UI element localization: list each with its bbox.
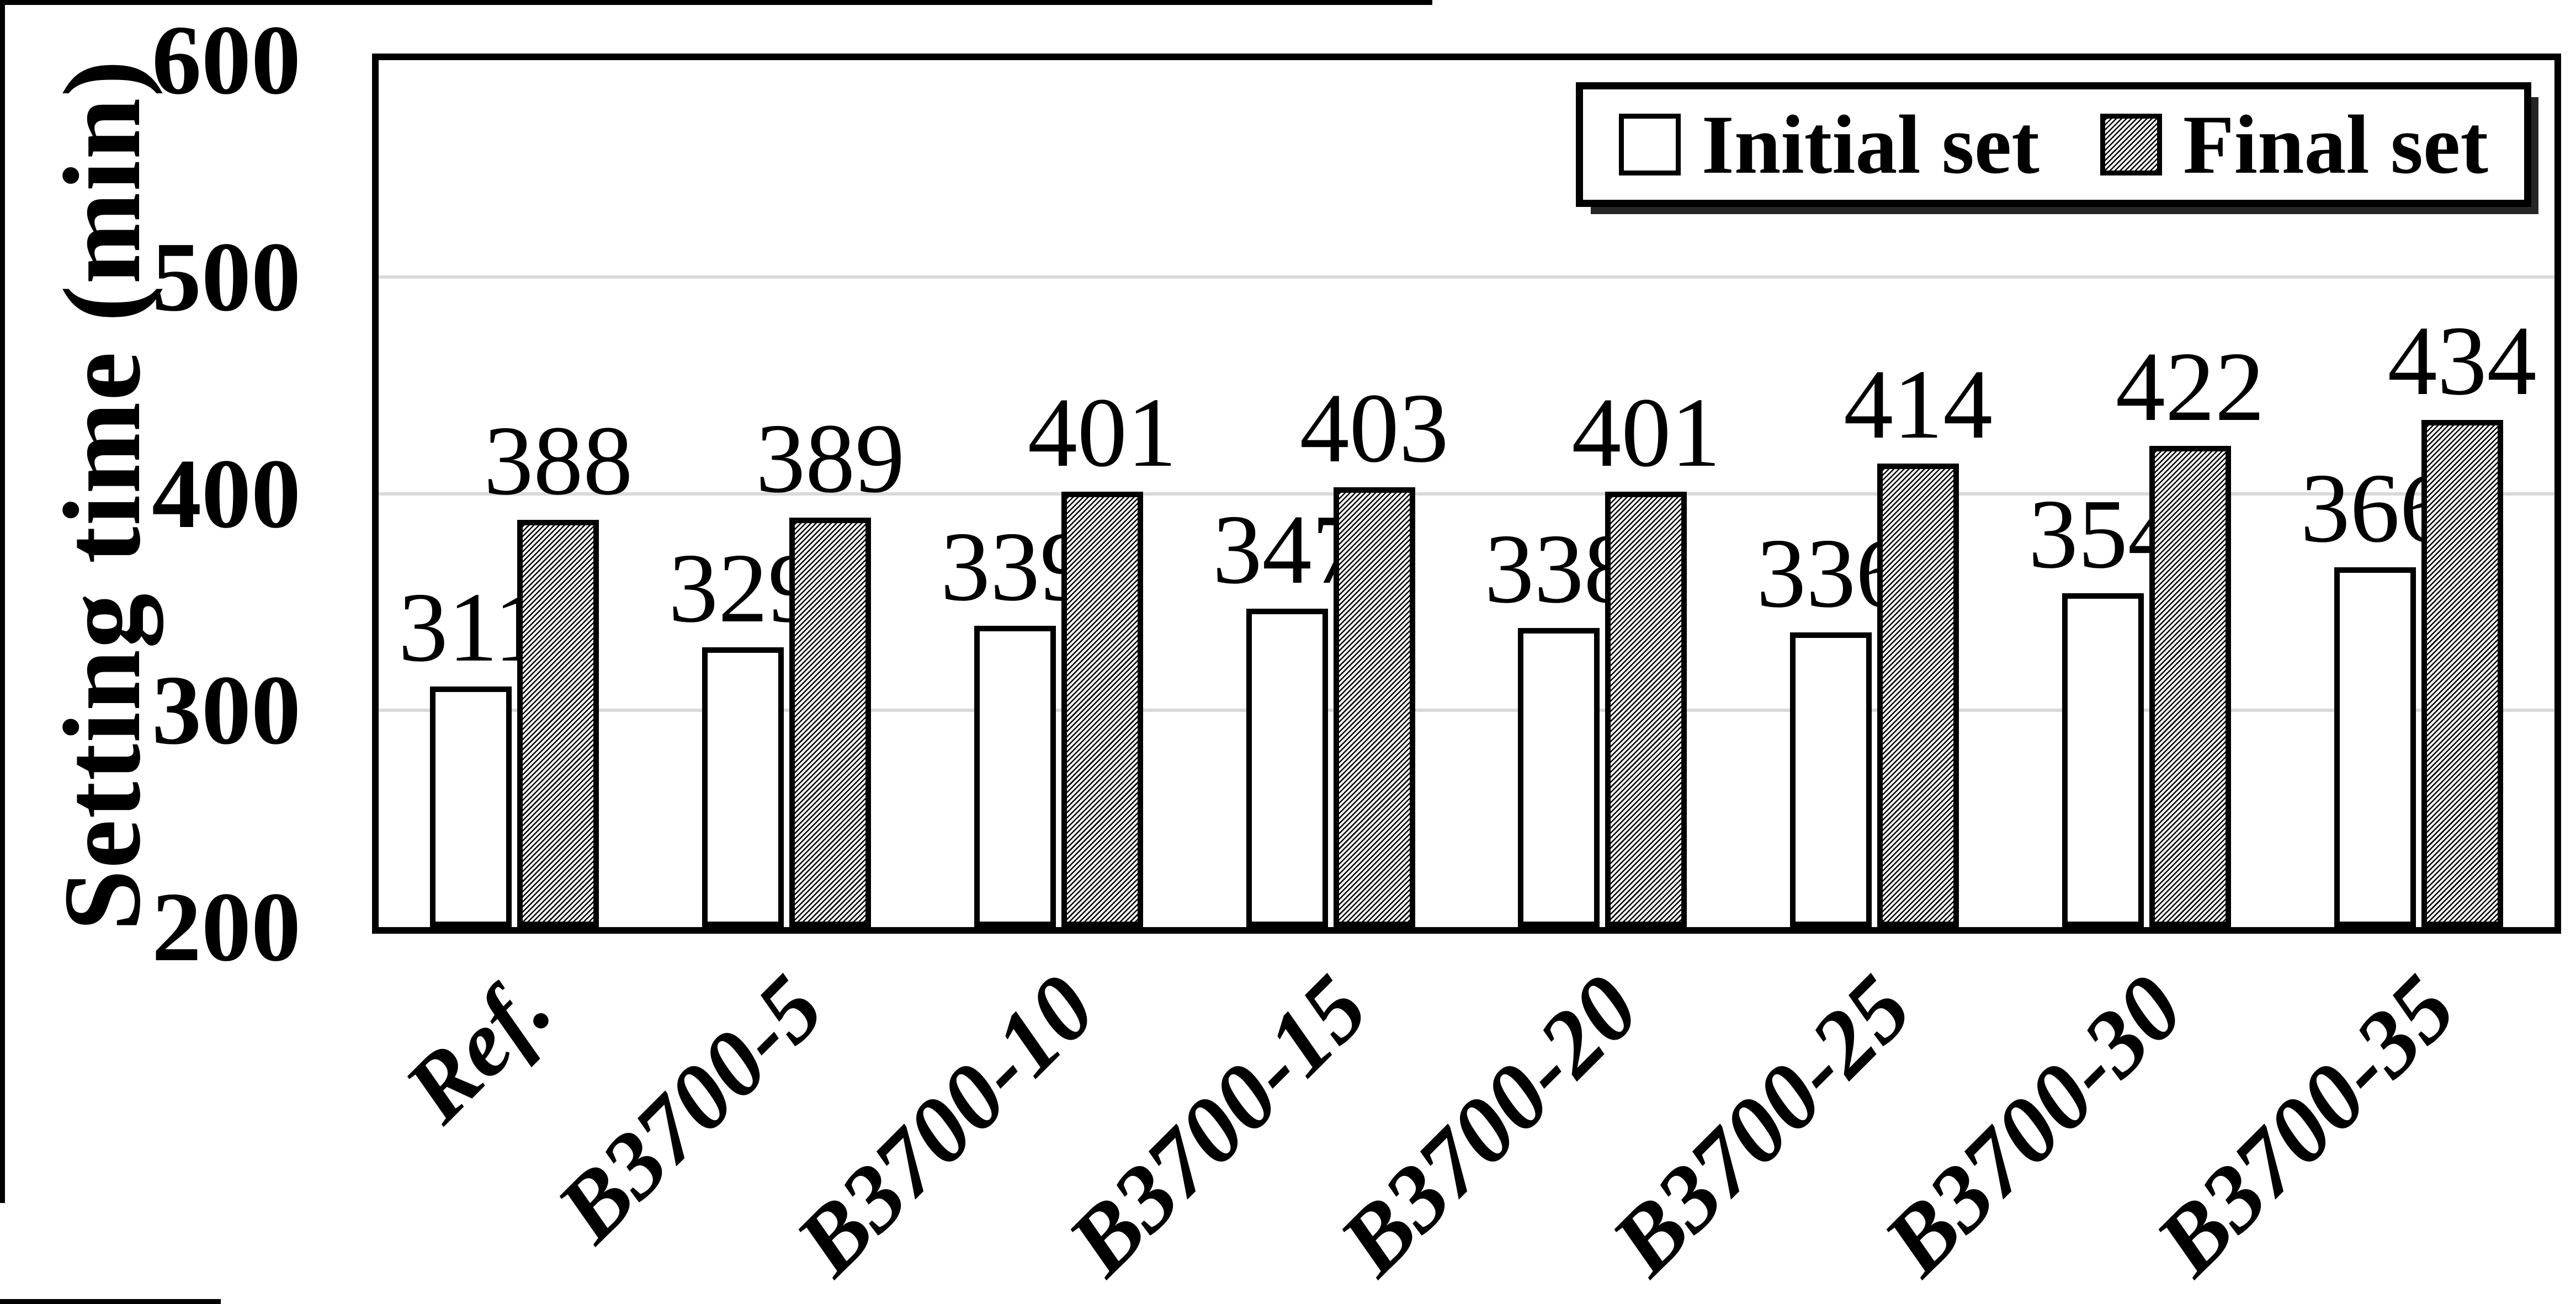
cropped-border-bottom-left — [0, 1299, 221, 1304]
y-tick-label: 200 — [152, 872, 301, 982]
cropped-border-left — [0, 0, 5, 1203]
bar-final-set-ref — [517, 519, 599, 927]
y-tick-label: 600 — [152, 5, 301, 115]
legend-item-final-set: Final set — [2100, 103, 2488, 187]
legend-item-initial-set: Initial set — [1618, 98, 2039, 191]
x-category-label-text: B3700-35 — [2136, 955, 2475, 1295]
x-category-label-text: B3700-25 — [1591, 955, 1931, 1295]
y-tick-label: 500 — [152, 221, 301, 332]
x-category-label-text: B3700-20 — [1320, 955, 1659, 1295]
legend-swatch-final-set-icon — [2100, 114, 2162, 175]
bar-initial-set-b3700-35 — [2334, 567, 2416, 927]
bar-initial-set-b3700-15 — [1246, 608, 1328, 927]
bar-initial-set-b3700-20 — [1518, 628, 1600, 927]
bar-initial-set-b3700-10 — [974, 626, 1056, 927]
legend-swatch-initial-set-icon — [1618, 114, 1681, 175]
bar-initial-set-b3700-30 — [2062, 593, 2144, 927]
bar-final-set-b3700-30 — [2149, 446, 2231, 927]
y-axis-tick-labels: 200 300 400 500 600 — [0, 0, 301, 1304]
x-category-label-text: B3700-30 — [1863, 955, 2203, 1295]
gridline — [379, 492, 2554, 496]
y-tick-label: 400 — [152, 438, 301, 549]
plot-field: 311 388 329 389 339 401 347 403 338 401 336 414 354 4… — [379, 60, 2554, 927]
bar-initial-set-ref — [430, 686, 512, 927]
bar-value-label: 388 — [484, 405, 633, 515]
bar-initial-set-b3700-25 — [1790, 632, 1872, 927]
bar-initial-set-b3700-5 — [702, 647, 784, 927]
x-category-label-text: Ref. — [385, 955, 571, 1142]
gridline — [379, 275, 2554, 279]
bar-value-label: 401 — [1027, 377, 1177, 487]
bar-final-set-b3700-15 — [1333, 487, 1415, 927]
y-tick-label: 300 — [152, 655, 301, 765]
bar-final-set-b3700-10 — [1061, 491, 1143, 927]
bar-value-label: 434 — [2387, 305, 2537, 416]
legend: Initial set Final set — [1575, 82, 2531, 207]
cropped-border-top — [0, 0, 1432, 5]
x-category-label-text: B3700-10 — [776, 955, 1115, 1295]
bar-final-set-b3700-25 — [1877, 463, 1959, 927]
plot-area: 311 388 329 389 339 401 347 403 338 401 336 414 354 4… — [372, 54, 2561, 934]
bar-value-label: 401 — [1571, 377, 1721, 487]
bar-value-label: 389 — [756, 403, 905, 513]
bar-final-set-b3700-35 — [2421, 419, 2503, 927]
bar-value-label: 422 — [2115, 332, 2265, 442]
bar-value-label: 414 — [1844, 349, 1993, 459]
bar-final-set-b3700-20 — [1605, 491, 1687, 927]
bar-final-set-b3700-5 — [789, 517, 872, 927]
legend-label-final-set: Final set — [2182, 98, 2488, 191]
bar-value-label: 403 — [1299, 372, 1449, 483]
gridline — [379, 709, 2554, 712]
x-category-label-text: B3700-15 — [1048, 955, 1387, 1295]
legend-label-initial-set: Initial set — [1701, 98, 2039, 191]
